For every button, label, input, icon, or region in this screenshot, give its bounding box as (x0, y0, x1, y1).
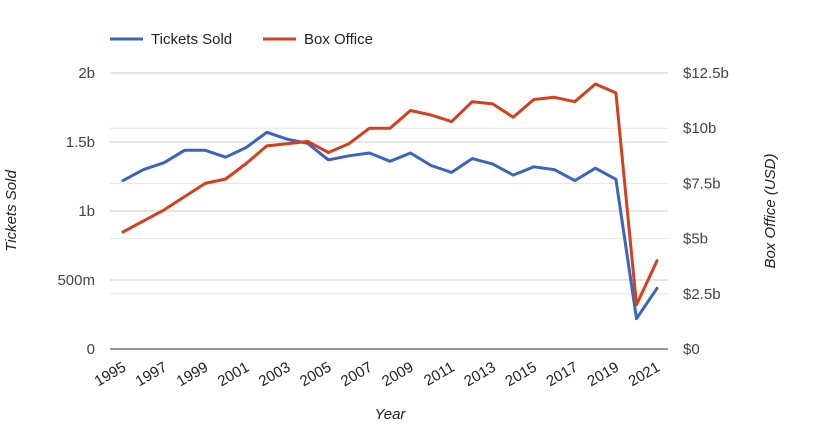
left-y-tick-label: 1.5b (66, 134, 95, 151)
legend-label-tickets-sold: Tickets Sold (151, 31, 232, 48)
right-y-tick-label: $0 (683, 341, 700, 358)
left-y-tick-label: 2b (78, 65, 95, 82)
x-tick-label: 1995 (92, 359, 129, 390)
left-y-tick-label: 500m (57, 272, 95, 289)
right-y-tick-label: $10b (683, 120, 716, 137)
x-tick-label: 2007 (338, 359, 375, 390)
x-tick-label: 2013 (461, 359, 498, 390)
right-y-axis-tick-labels: $0 $2.5b $5b $7.5b $10b $12.5b (683, 65, 729, 358)
series-line-tickets-sold[interactable] (121, 130, 659, 321)
left-y-axis-tick-labels: 0 500m 1b 1.5b 2b (57, 65, 95, 358)
x-tick-label: 2021 (626, 359, 663, 390)
series-line-box-office[interactable] (121, 82, 659, 307)
legend[interactable]: Tickets Sold Box Office (110, 31, 373, 48)
right-y-tick-label: $7.5b (683, 175, 721, 192)
left-y-tick-label: 1b (78, 203, 95, 220)
legend-label-box-office: Box Office (304, 31, 373, 48)
x-tick-label: 1999 (174, 359, 211, 390)
x-tick-label: 2001 (215, 359, 252, 390)
x-axis-title: Year (375, 406, 407, 423)
x-tick-label: 2009 (379, 359, 416, 390)
right-y-axis-title: Box Office (USD) (762, 153, 779, 268)
right-y-tick-label: $5b (683, 231, 708, 248)
left-y-axis-title: Tickets Sold (3, 170, 20, 252)
x-tick-label: 2017 (543, 359, 580, 390)
x-tick-label: 2015 (502, 359, 539, 390)
right-y-tick-label: $12.5b (683, 65, 729, 82)
x-tick-label: 2011 (421, 359, 457, 390)
left-y-tick-label: 0 (87, 341, 95, 358)
x-axis-tick-labels: 1995 1997 1999 2001 2003 2005 2007 2009 2011 2013… (92, 359, 663, 390)
legend-item-box-office[interactable]: Box Office (263, 31, 373, 48)
x-tick-label: 2019 (585, 359, 622, 390)
gridlines (110, 72, 668, 350)
legend-item-tickets-sold[interactable]: Tickets Sold (110, 31, 232, 48)
x-tick-label: 1997 (133, 359, 170, 390)
x-tick-label: 2005 (297, 359, 334, 390)
right-y-tick-label: $2.5b (683, 286, 721, 303)
x-tick-label: 2003 (256, 359, 293, 390)
series-lines (121, 82, 659, 321)
